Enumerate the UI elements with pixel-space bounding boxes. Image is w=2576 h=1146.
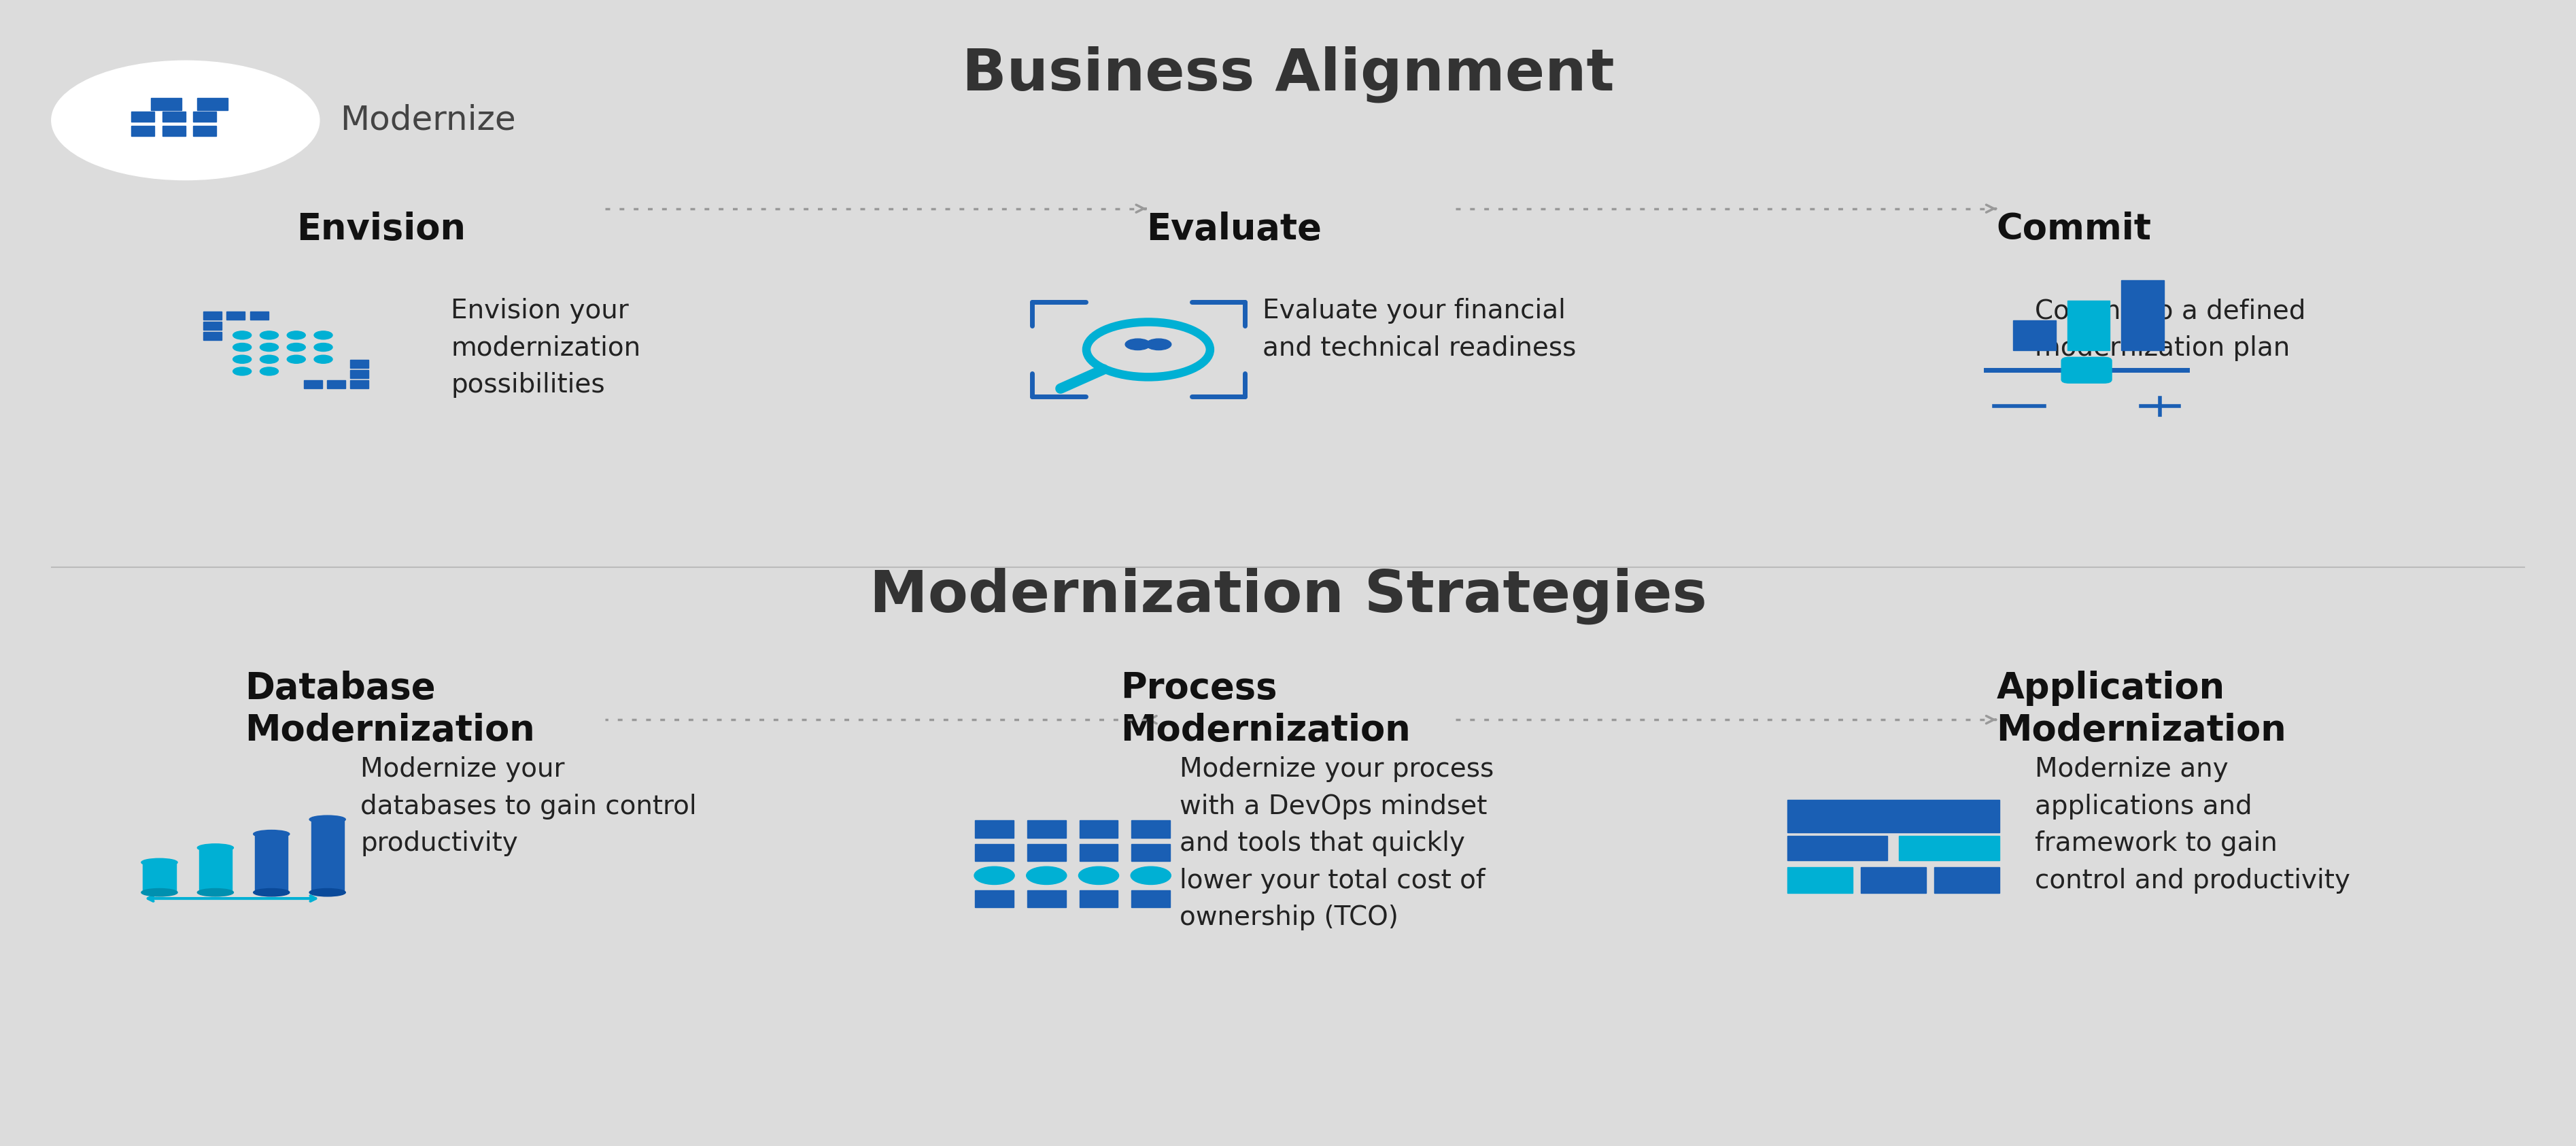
Bar <box>131 126 155 136</box>
Ellipse shape <box>198 843 234 851</box>
Circle shape <box>1131 866 1172 885</box>
Circle shape <box>260 367 278 376</box>
Bar <box>1079 843 1118 861</box>
Text: Envision: Envision <box>296 212 466 246</box>
Circle shape <box>974 866 1015 885</box>
Text: Evaluate your financial
and technical readiness: Evaluate your financial and technical re… <box>1262 298 1577 361</box>
Bar <box>1788 837 1888 860</box>
Bar <box>974 890 1015 908</box>
Bar <box>162 126 185 136</box>
Bar <box>1131 890 1170 908</box>
Bar <box>1860 868 1927 893</box>
Bar <box>350 380 368 388</box>
Bar <box>1131 821 1170 838</box>
Text: Envision your
modernization
possibilities: Envision your modernization possibilitie… <box>451 298 641 398</box>
Bar <box>2123 280 2164 351</box>
Circle shape <box>314 355 332 363</box>
Bar <box>193 112 216 123</box>
Text: Evaluate: Evaluate <box>1146 212 1321 246</box>
Circle shape <box>1025 866 1066 885</box>
Bar <box>974 821 1015 838</box>
Bar <box>162 112 185 123</box>
Ellipse shape <box>142 858 178 866</box>
Text: Process
Modernization: Process Modernization <box>1121 670 1412 748</box>
Text: Modernize your
databases to gain control
productivity: Modernize your databases to gain control… <box>361 756 698 856</box>
Bar <box>2014 321 2056 351</box>
Circle shape <box>260 343 278 352</box>
Bar <box>1079 821 1118 838</box>
Bar <box>131 112 155 123</box>
Bar <box>327 380 345 388</box>
Circle shape <box>286 331 307 339</box>
Circle shape <box>232 355 252 363</box>
Circle shape <box>260 331 278 339</box>
Circle shape <box>286 343 307 352</box>
Text: Business Alignment: Business Alignment <box>961 46 1615 103</box>
Circle shape <box>286 355 307 363</box>
Circle shape <box>1146 339 1172 350</box>
FancyBboxPatch shape <box>2061 358 2112 383</box>
Text: Modernize your process
with a DevOps mindset
and tools that quickly
lower your t: Modernize your process with a DevOps min… <box>1180 756 1494 931</box>
Circle shape <box>232 343 252 352</box>
Bar <box>1028 890 1066 908</box>
Ellipse shape <box>252 888 289 896</box>
Bar <box>974 843 1015 861</box>
Bar <box>204 332 222 340</box>
Bar <box>1028 821 1066 838</box>
Text: Application
Modernization: Application Modernization <box>1996 670 2287 748</box>
Bar <box>152 99 180 110</box>
Bar <box>255 834 289 893</box>
Bar <box>193 126 216 136</box>
Bar <box>1788 868 1852 893</box>
Bar <box>2069 300 2110 351</box>
Ellipse shape <box>142 888 178 896</box>
Ellipse shape <box>309 816 345 823</box>
Bar <box>312 819 345 893</box>
Bar <box>204 322 222 330</box>
Bar <box>204 312 222 320</box>
Text: Commit: Commit <box>1996 212 2151 246</box>
Bar <box>1079 890 1118 908</box>
Text: Modernization Strategies: Modernization Strategies <box>868 567 1708 625</box>
Ellipse shape <box>309 888 345 896</box>
Bar <box>1131 843 1170 861</box>
Text: Modernize any
applications and
framework to gain
control and productivity: Modernize any applications and framework… <box>2035 756 2349 894</box>
Bar <box>1935 868 1999 893</box>
Text: Modernize: Modernize <box>340 104 515 136</box>
Bar <box>350 370 368 378</box>
Ellipse shape <box>198 888 234 896</box>
Circle shape <box>314 331 332 339</box>
Bar <box>1028 843 1066 861</box>
Bar <box>304 380 322 388</box>
Bar <box>1788 800 1999 832</box>
Circle shape <box>260 355 278 363</box>
Bar <box>196 99 229 110</box>
Bar <box>250 312 268 320</box>
Text: Database
Modernization: Database Modernization <box>245 670 536 748</box>
Ellipse shape <box>252 830 289 838</box>
Text: Commit to a defined
modernization plan: Commit to a defined modernization plan <box>2035 298 2306 361</box>
Bar <box>350 360 368 368</box>
Circle shape <box>314 343 332 352</box>
Circle shape <box>52 61 319 180</box>
Bar <box>227 312 245 320</box>
Bar <box>198 848 232 893</box>
Circle shape <box>232 331 252 339</box>
Bar <box>144 863 175 893</box>
Circle shape <box>1079 866 1118 885</box>
Circle shape <box>1126 339 1151 350</box>
Circle shape <box>232 367 252 376</box>
Bar <box>1899 837 1999 860</box>
